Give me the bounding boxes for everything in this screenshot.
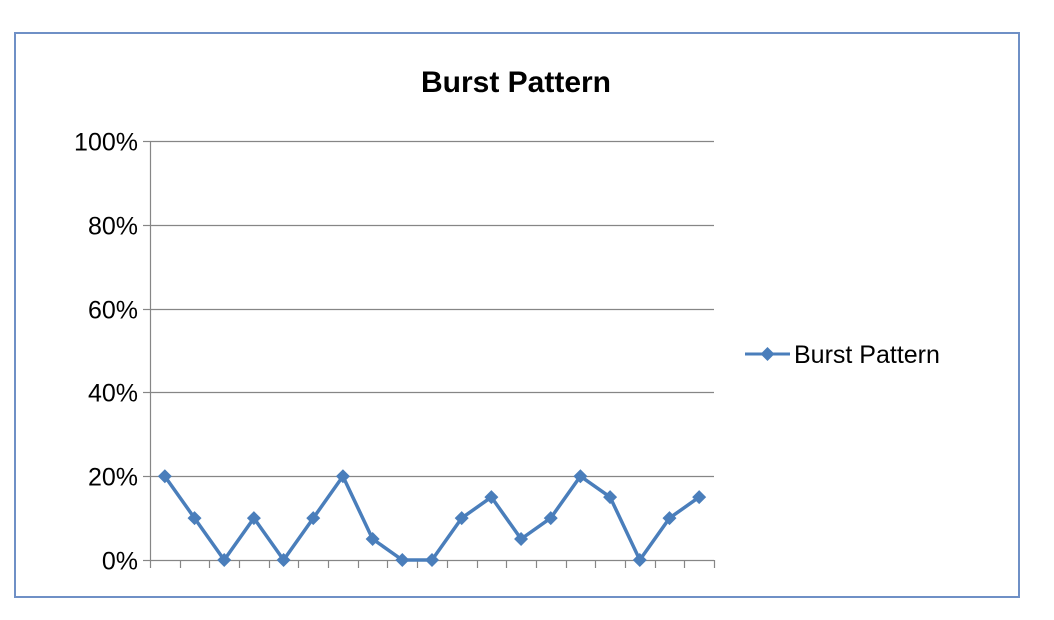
data-point-marker xyxy=(306,511,321,526)
data-point-marker xyxy=(484,490,499,505)
data-point-marker xyxy=(425,553,439,567)
y-tick-labels: 0% 20% 40% 60% 80% 100% xyxy=(74,129,138,576)
data-point-marker xyxy=(246,511,261,526)
chart-frame xyxy=(14,32,1020,598)
y-tick-label: 40% xyxy=(88,380,138,408)
chart-title: Burst Pattern xyxy=(421,66,611,99)
y-tick-label: 60% xyxy=(88,297,138,325)
data-point-marker xyxy=(157,469,172,484)
legend-label: Burst Pattern xyxy=(794,341,940,369)
data-point-marker xyxy=(662,511,677,526)
legend-marker-icon xyxy=(760,347,775,361)
data-point-marker xyxy=(276,553,291,567)
data-point-marker xyxy=(365,532,380,547)
data-point-marker xyxy=(692,490,707,505)
series-layer xyxy=(157,469,707,567)
axes xyxy=(143,140,716,568)
series-line xyxy=(163,474,701,562)
data-point-marker xyxy=(454,511,469,526)
y-tick-label: 100% xyxy=(74,129,138,157)
data-point-marker xyxy=(632,553,647,567)
data-point-marker xyxy=(514,532,529,547)
data-point-marker xyxy=(187,511,202,526)
data-point-marker xyxy=(335,469,350,484)
legend: Burst Pattern xyxy=(745,341,940,369)
gridlines xyxy=(150,140,714,478)
y-tick-label: 0% xyxy=(102,548,138,576)
data-point-marker xyxy=(217,553,232,567)
data-point-marker xyxy=(395,553,410,567)
data-point-marker xyxy=(543,511,558,526)
data-point-marker xyxy=(573,469,588,484)
y-tick-label: 80% xyxy=(88,213,138,241)
data-point-marker xyxy=(603,490,618,505)
y-tick-label: 20% xyxy=(88,464,138,492)
